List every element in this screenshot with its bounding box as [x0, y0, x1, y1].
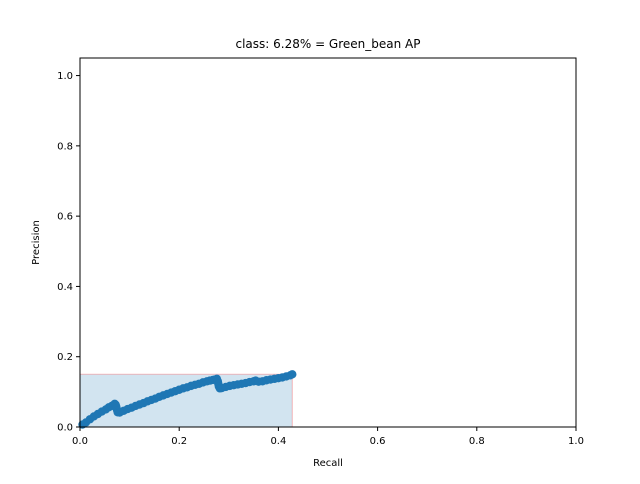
plot-area — [78, 370, 297, 429]
x-tick-label: 0.6 — [370, 436, 386, 447]
x-tick-label: 1.0 — [568, 436, 584, 447]
y-axis-label: Precision — [31, 220, 42, 265]
chart-title: class: 6.28% = Green_bean AP — [235, 37, 420, 51]
y-tick-label: 0.2 — [57, 352, 73, 363]
plot-frame — [79, 57, 577, 428]
y-tick-label: 0.8 — [57, 141, 73, 152]
x-tick-label: 0.0 — [72, 436, 88, 447]
y-axis-ticks: 0.0 0.2 0.4 0.6 0.8 1.0 — [57, 71, 80, 434]
y-tick-label: 0.0 — [57, 423, 73, 434]
x-axis-ticks: 0.0 0.2 0.4 0.6 0.8 1.0 — [72, 427, 584, 447]
data-point — [288, 370, 297, 379]
y-tick-label: 0.4 — [57, 282, 73, 293]
x-tick-label: 0.8 — [469, 436, 485, 447]
y-tick-label: 1.0 — [57, 71, 73, 82]
x-tick-label: 0.2 — [171, 436, 187, 447]
x-axis-label: Recall — [313, 458, 343, 469]
x-tick-label: 0.4 — [270, 436, 286, 447]
y-tick-label: 0.6 — [57, 212, 73, 223]
